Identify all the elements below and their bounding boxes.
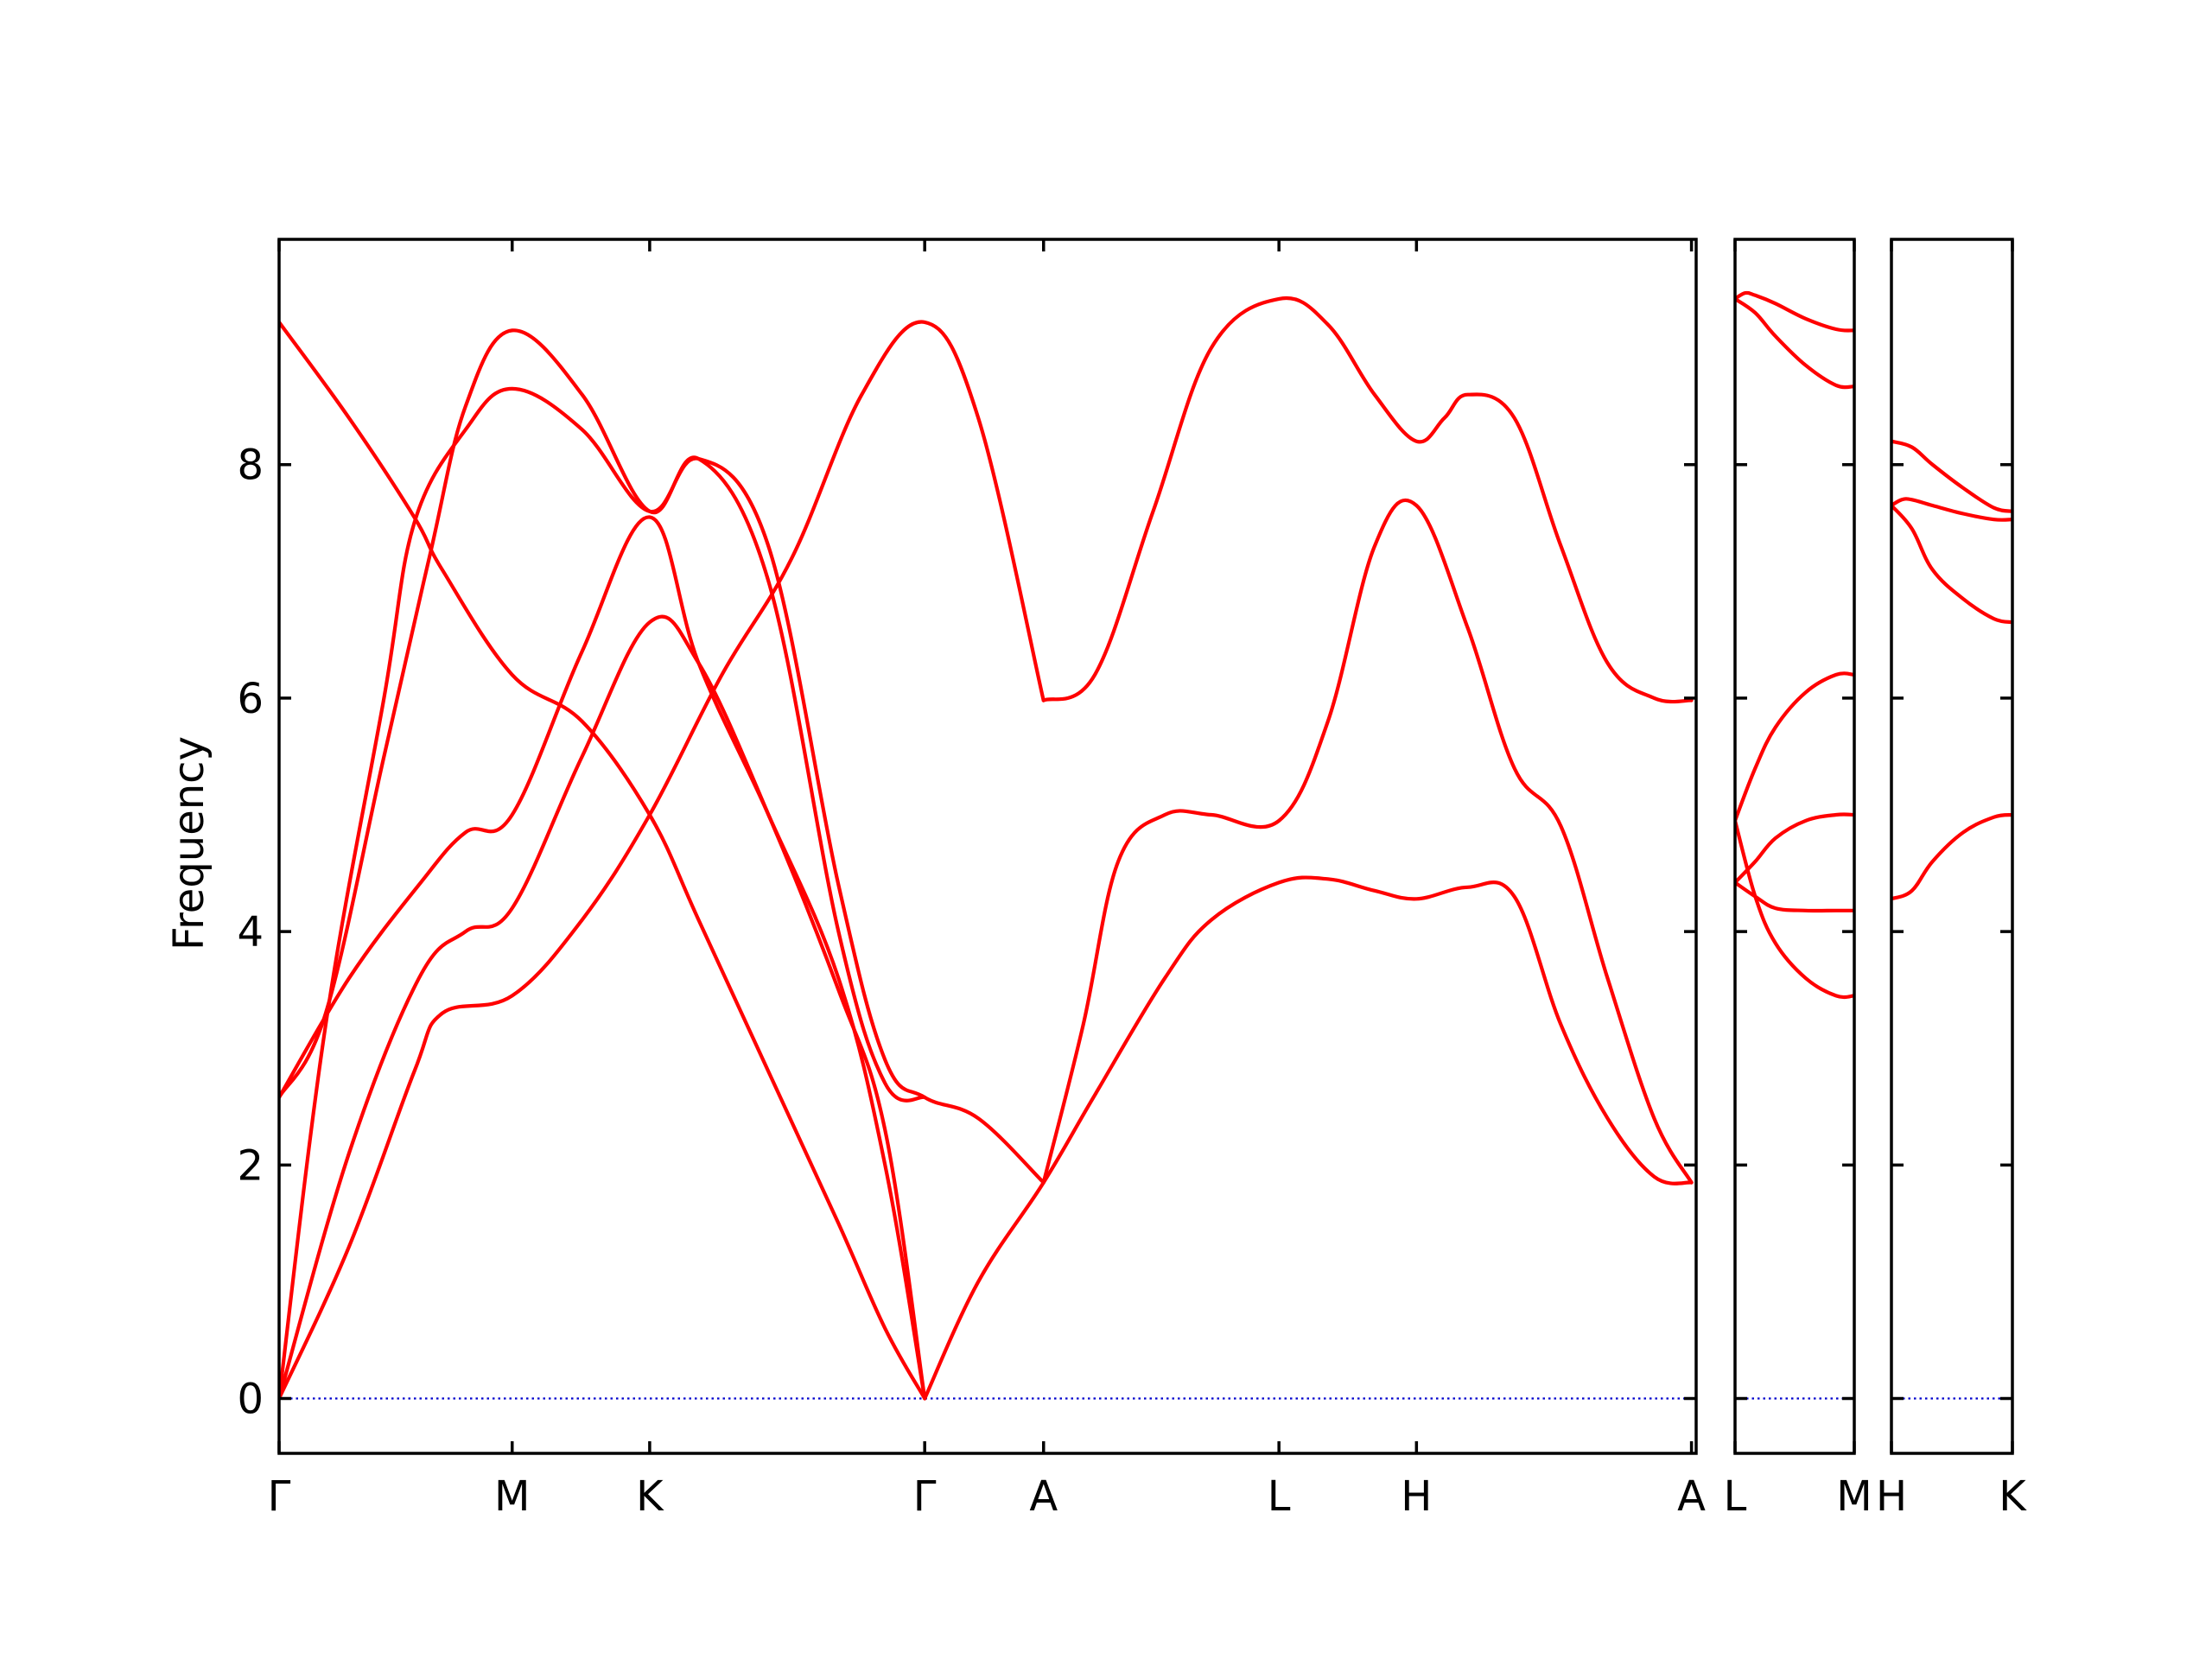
band-3 [1891,497,2012,522]
y-tick-label: 0 [237,1376,264,1424]
x-tick-label: A [1677,1472,1706,1521]
band-5 [1735,296,1854,390]
band-4 [279,320,927,1401]
x-tick-label: L [1724,1472,1747,1521]
bands [279,296,1694,1401]
y-tick-label: 6 [237,675,264,723]
band-2 [279,614,927,1401]
y-tick-label: 4 [237,908,264,957]
x-tick-label: M [1836,1472,1872,1521]
band-7 [923,875,1694,1401]
panel-frame [277,238,1698,1455]
band-3 [1735,812,1854,885]
band-9 [1041,296,1694,704]
band-1 [279,320,1046,1401]
y-tick-label: 2 [237,1141,264,1190]
x-tick-label: Γ [913,1472,937,1521]
x-tick-label: L [1268,1472,1291,1521]
band-6 [279,328,927,1103]
band-6 [1735,290,1854,333]
x-tick-label: A [1029,1472,1058,1521]
band-8 [1041,498,1694,1185]
bands [1891,439,2012,901]
band-4 [1891,439,2012,513]
band-2 [1891,503,2012,625]
y-tick-label: 8 [237,442,264,490]
panel-1: 0 2 4 6 8 Γ M K Γ A L H A [237,238,1706,1521]
x-tick-label: H [1401,1472,1432,1521]
x-tick-label: H [1876,1472,1907,1521]
x-tick-label: K [1999,1472,2027,1521]
band-3 [279,515,927,1401]
x-tick-label: Γ [268,1472,291,1521]
band-5 [279,386,1046,1401]
bands [1735,290,1854,1000]
x-tick-label: K [636,1472,664,1521]
panel-frame [1733,238,1856,1455]
panel-frame [1890,238,2014,1455]
y-axis-title: Frequency [165,736,213,950]
band-4 [1735,671,1854,823]
x-tick-label: M [494,1472,530,1521]
band-2 [1735,818,1854,1000]
band-1 [1891,812,2012,901]
